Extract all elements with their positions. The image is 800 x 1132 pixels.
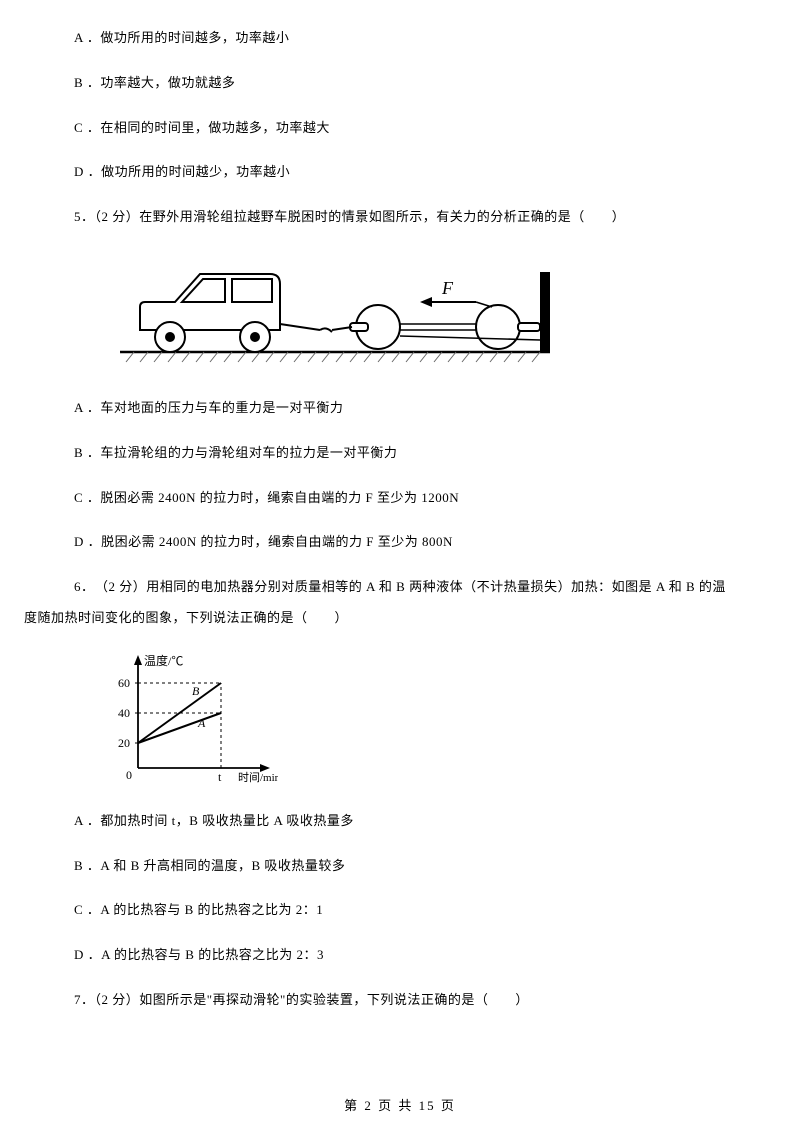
svg-text:时间/min: 时间/min	[238, 771, 278, 783]
q6-opt-c: C ．A 的比热容与 B 的比热容之比为 2：1	[48, 900, 752, 921]
ytick-40: 40	[118, 706, 130, 720]
xlabel: 时间/min	[238, 771, 278, 783]
q5-opt-c: C ．脱困必需 2400N 的拉力时，绳索自由端的力 F 至少为 1200N	[48, 488, 752, 509]
q6-stem-l1: 6． （2 分）用相同的电加热器分别对质量相等的 A 和 B 两种液体（不计热量…	[48, 577, 752, 598]
ylabel: 温度/℃	[144, 653, 183, 668]
q4-opt-c: C ．在相同的时间里，做功越多，功率越大	[48, 118, 752, 139]
ytick-60: 60	[118, 676, 130, 690]
q5-stem: 5．（2 分）在野外用滑轮组拉越野车脱困时的情景如图所示，有关力的分析正确的是（…	[48, 207, 752, 228]
q6-opt-b: B ．A 和 B 升高相同的温度，B 吸收热量较多	[48, 856, 752, 877]
q6-stem-l2: 度随加热时间变化的图象，下列说法正确的是（ ）	[24, 608, 752, 629]
page-footer: 第 2 页 共 15 页	[0, 1095, 800, 1114]
q4-opt-a: A ．做功所用的时间越多，功率越小	[48, 28, 752, 49]
q4-opt-b: B ．功率越大，做功就越多	[48, 73, 752, 94]
q5-opt-a: A ．车对地面的压力与车的重力是一对平衡力	[48, 398, 752, 419]
series-a-label: A	[197, 716, 206, 730]
force-label: F	[441, 278, 454, 298]
q7-stem: 7．（2 分）如图所示是"再探动滑轮"的实验装置，下列说法正确的是（ ）	[48, 990, 752, 1011]
ytick-20: 20	[118, 736, 130, 750]
q5-figure: F	[120, 252, 752, 374]
q4-opt-d: D ．做功所用的时间越少，功率越小	[48, 162, 752, 183]
series-b-label: B	[192, 684, 200, 698]
q6-opt-a: A ．都加热时间 t，B 吸收热量比 A 吸收热量多	[48, 811, 752, 832]
q6-graph: 20 40 60 0 t 温度/℃ 时间/min A B	[108, 653, 752, 787]
q6-opt-d: D ．A 的比热容与 B 的比热容之比为 2：3	[48, 945, 752, 966]
origin-label: 0	[126, 768, 132, 782]
xtick-t: t	[218, 770, 222, 783]
q5-opt-d: D ．脱困必需 2400N 的拉力时，绳索自由端的力 F 至少为 800N	[48, 532, 752, 553]
q5-opt-b: B ．车拉滑轮组的力与滑轮组对车的拉力是一对平衡力	[48, 443, 752, 464]
